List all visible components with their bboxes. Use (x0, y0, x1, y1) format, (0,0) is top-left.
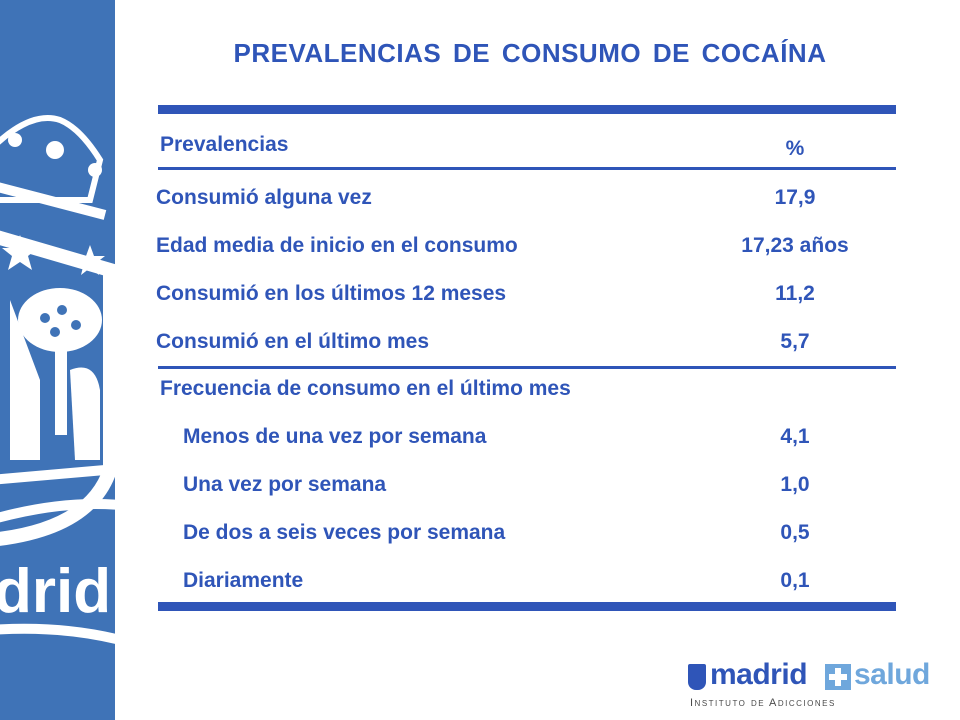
section-rule (158, 366, 896, 369)
bottom-rule (158, 602, 896, 611)
madrid-salud-logo: madrid salud Instituto de Adicciones (686, 658, 956, 718)
row-value: 5,7 (780, 330, 810, 353)
frequency-row-value: 0,1 (780, 569, 810, 592)
row-value: 17,23 años (741, 234, 849, 257)
logo-text-madrid: madrid (710, 658, 808, 691)
shield-icon (688, 664, 706, 690)
logo-subtitle: Instituto de Adicciones (690, 697, 836, 709)
frequency-row-label: Una vez por semana (183, 473, 387, 496)
row-value: 17,9 (774, 186, 816, 209)
header-label: Prevalencias (160, 133, 289, 156)
frequency-row-value: 4,1 (780, 425, 810, 448)
top-rule (158, 105, 896, 114)
header-rule (158, 167, 896, 170)
row-label: Edad media de inicio en el consumo (156, 234, 518, 257)
frequency-row-label: De dos a seis veces por semana (183, 521, 506, 544)
frequency-row-label: Menos de una vez por semana (183, 425, 487, 448)
plus-icon (825, 664, 851, 690)
row-label: Consumió en el último mes (156, 330, 430, 353)
row-label: Consumió en los últimos 12 meses (156, 282, 507, 305)
frequency-heading: Frecuencia de consumo en el último mes (160, 377, 571, 400)
coat-of-arms-panel: drid (0, 0, 115, 720)
row-value: 11,2 (775, 282, 815, 305)
frequency-row-value: 1,0 (780, 473, 810, 496)
logo-text-salud: salud (854, 658, 930, 691)
frequency-row-value: 0,5 (780, 521, 810, 544)
row-label: Consumió alguna vez (156, 186, 372, 209)
header-value: % (785, 137, 805, 160)
frequency-row-label: Diariamente (183, 569, 304, 592)
side-banner-text: drid (0, 557, 111, 626)
coat-of-arms-icon: drid (0, 115, 115, 644)
page-title: PREVALENCIAS DE CONSUMO DE COCAÍNA (233, 38, 827, 68)
